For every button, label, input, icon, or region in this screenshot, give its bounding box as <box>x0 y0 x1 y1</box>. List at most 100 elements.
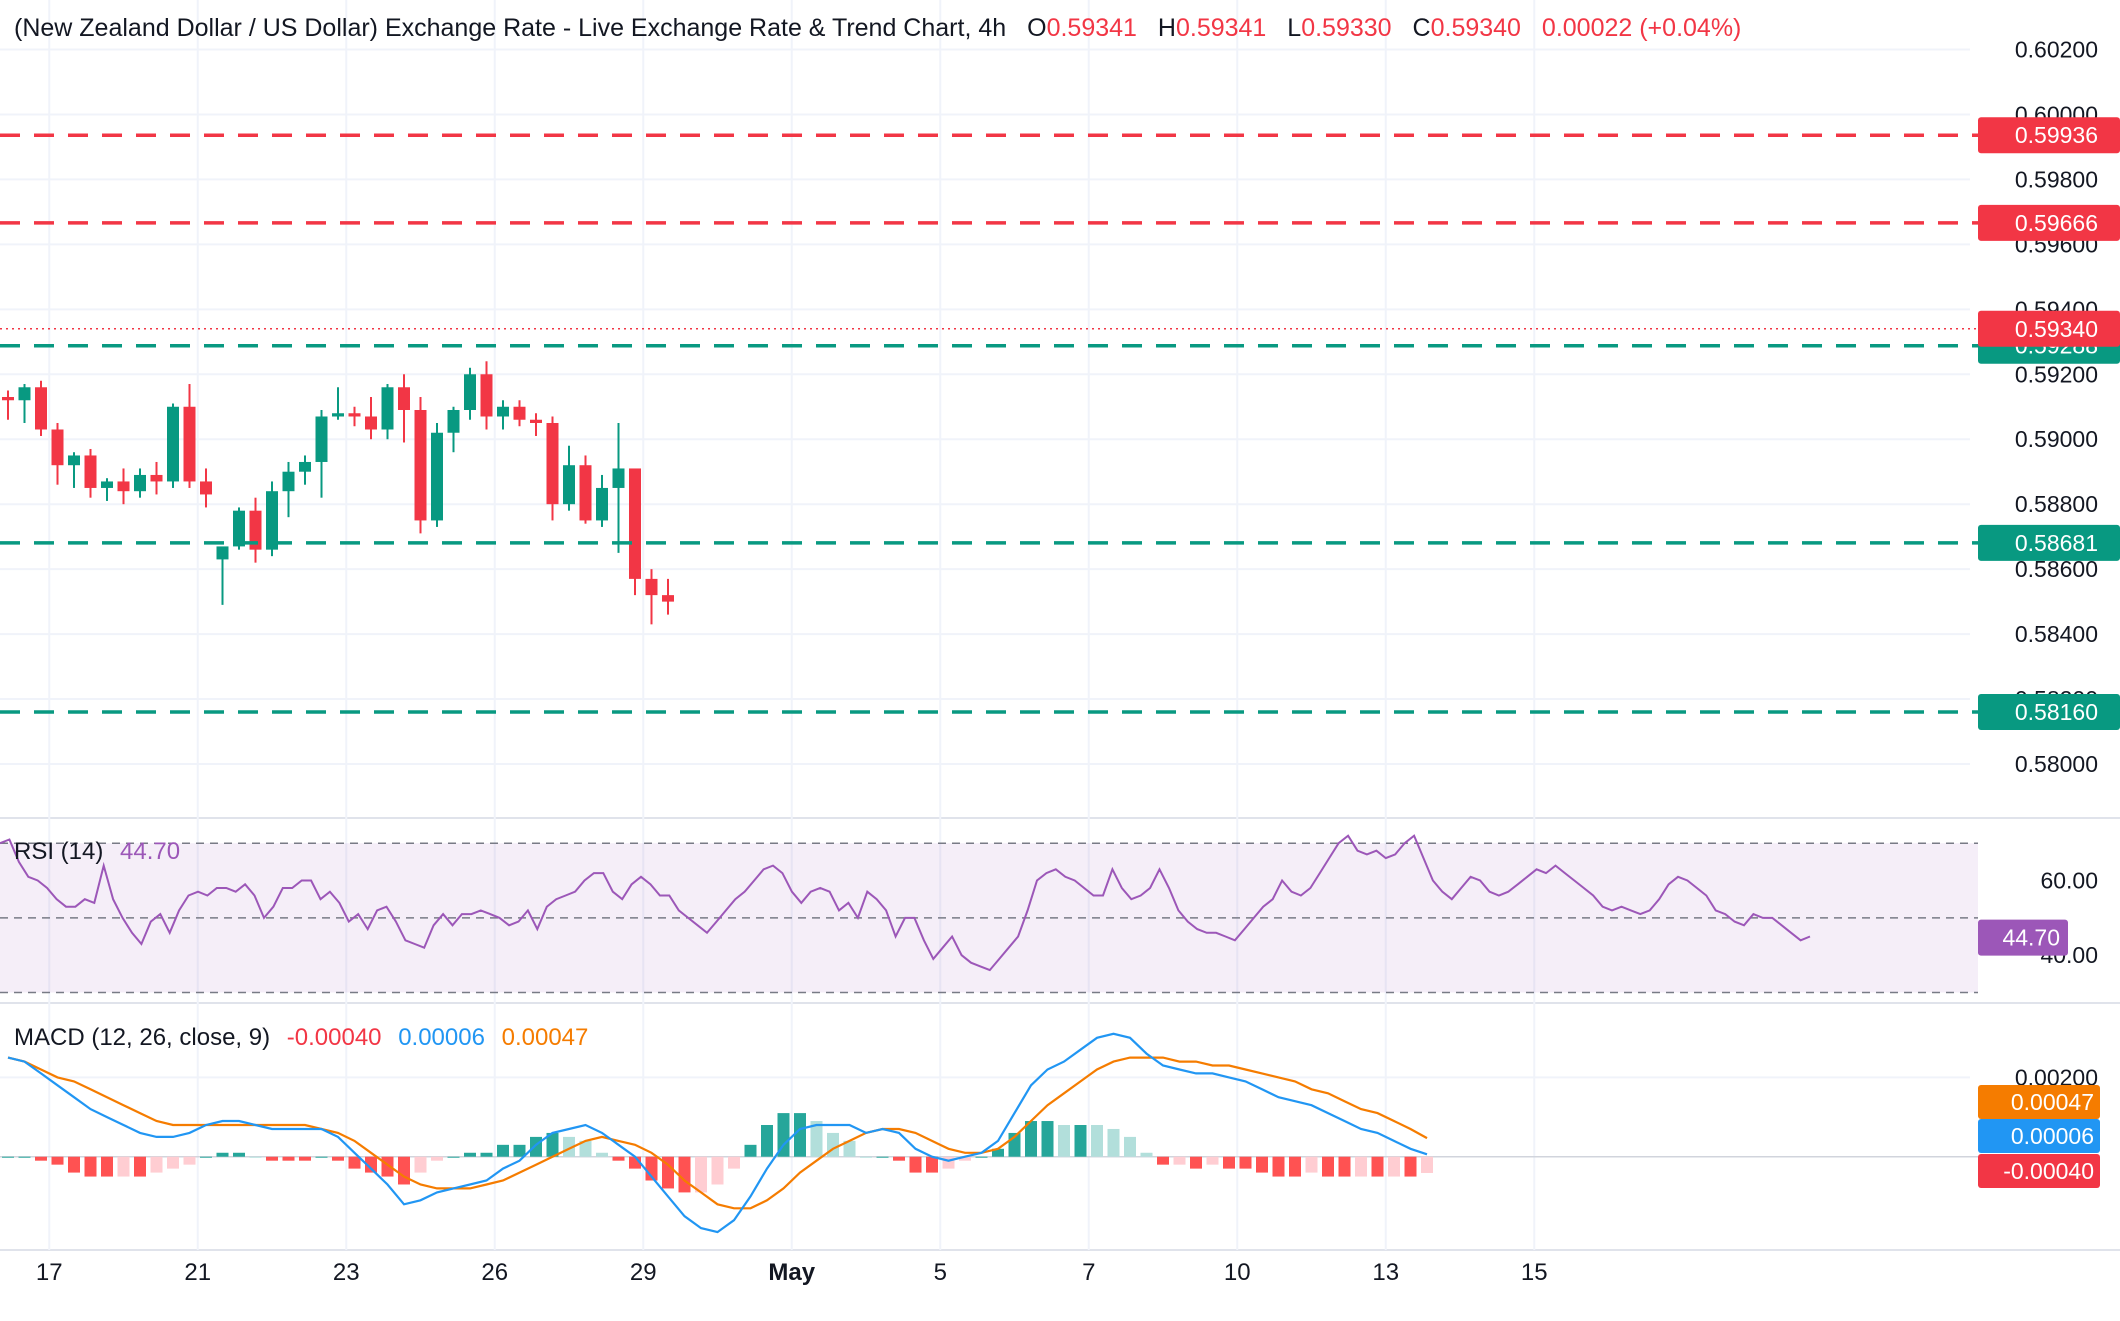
macd-histogram-bar <box>893 1156 905 1161</box>
y-tick-label: 0.59800 <box>2015 166 2098 192</box>
macd-histogram-bar <box>150 1156 163 1173</box>
macd-histogram-bar <box>695 1156 707 1193</box>
macd-histogram-bar <box>612 1156 625 1161</box>
macd-histogram-bar <box>876 1156 889 1158</box>
x-tick-label: 17 <box>36 1259 63 1286</box>
price-label-tag <box>1978 117 2120 154</box>
macd-histogram-bar <box>117 1156 130 1177</box>
macd-histogram-bar <box>1305 1156 1318 1173</box>
candle-body <box>282 471 295 492</box>
y-tick-label: 0.60200 <box>2015 36 2098 62</box>
macd-histogram-bar <box>843 1140 856 1157</box>
macd-histogram-bar <box>1206 1156 1219 1165</box>
macd-histogram-bar <box>480 1152 493 1157</box>
macd-histogram-bar <box>2 1156 14 1158</box>
macd-histogram-bar <box>266 1156 278 1161</box>
macd-histogram-bar <box>183 1156 196 1165</box>
x-tick-label: 10 <box>1224 1259 1251 1286</box>
macd-histogram-bar <box>134 1156 146 1177</box>
macd-histogram-bar <box>18 1156 31 1158</box>
last-price-text: 0.59340 <box>2015 316 2098 342</box>
rsi-legend-name: RSI (14) <box>14 838 104 865</box>
macd-histogram-bar <box>216 1152 229 1157</box>
candle-body <box>381 387 394 430</box>
x-tick-label: 5 <box>934 1259 947 1286</box>
x-tick-label: 21 <box>184 1259 211 1286</box>
x-tick-label: 23 <box>333 1259 360 1286</box>
last-price-tag <box>1978 310 2120 347</box>
candle-body <box>431 432 443 521</box>
candle-body <box>662 595 674 602</box>
chart-title: (New Zealand Dollar / US Dollar) Exchang… <box>14 14 965 42</box>
macd-histogram-bar <box>348 1156 361 1169</box>
x-tick-label: May <box>768 1259 815 1286</box>
change-value: 0.00022 (+0.04%) <box>1541 14 1742 42</box>
macd-histogram-bar <box>546 1132 559 1157</box>
macd-histogram-bar <box>926 1156 938 1173</box>
macd-histogram-bar <box>464 1152 476 1157</box>
macd-histogram-bar <box>629 1156 641 1169</box>
macd-histogram-bar <box>1124 1136 1136 1157</box>
macd-histogram-bar <box>1058 1125 1070 1157</box>
rsi-value-tag <box>1978 919 2068 956</box>
macd-histogram-bar <box>794 1113 806 1157</box>
macd-histogram-bar <box>200 1156 212 1158</box>
macd-histogram-bar <box>1371 1156 1384 1177</box>
candle-body <box>596 487 608 521</box>
candle-body <box>645 578 658 596</box>
candle-body <box>629 468 641 579</box>
candle-body <box>563 465 575 505</box>
macd-histogram-bar <box>332 1156 344 1161</box>
macd-legend-histogram: -0.00040 <box>286 1024 382 1051</box>
candle-body <box>183 406 196 482</box>
macd-histogram-bar <box>249 1156 262 1158</box>
rsi-legend: RSI (14) 44.70 <box>14 838 180 866</box>
macd-histogram-bar <box>233 1152 245 1157</box>
macd-histogram-bar <box>1272 1156 1285 1177</box>
x-tick-label: 26 <box>481 1259 508 1286</box>
candle-body <box>101 481 113 488</box>
macd-histogram-bar <box>530 1136 542 1157</box>
candles <box>2 361 674 625</box>
macd-histogram-bar <box>596 1152 608 1157</box>
candle-body <box>200 481 212 495</box>
macd-histogram-bar <box>1338 1156 1351 1177</box>
y-tick-label: 0.58800 <box>2015 491 2098 517</box>
candle-body <box>299 461 311 472</box>
macd-legend: MACD (12, 26, close, 9) -0.00040 0.00006… <box>14 1024 588 1052</box>
chart-header: (New Zealand Dollar / US Dollar) Exchang… <box>14 14 1742 42</box>
macd-histogram-bar <box>975 1156 988 1158</box>
y-tick-label: 0.59000 <box>2015 426 2098 452</box>
macd-histogram-bar <box>414 1156 427 1173</box>
macd-histogram-bar <box>447 1156 460 1158</box>
macd-histogram-bar <box>992 1148 1004 1157</box>
candle-body <box>117 481 130 492</box>
macd-histogram-bar <box>1239 1156 1252 1169</box>
candle-body <box>167 406 179 482</box>
macd-histogram-bar <box>51 1156 64 1165</box>
price-label-text: 0.58681 <box>2015 530 2098 556</box>
macd-signal-tag-text: 0.00047 <box>2011 1089 2094 1115</box>
macd-histogram-bar <box>84 1156 97 1177</box>
macd-histogram-bar <box>35 1156 47 1161</box>
candle-body <box>464 374 476 410</box>
macd-histogram-bar <box>1074 1125 1087 1157</box>
candle-body <box>134 474 146 492</box>
macd-histogram-bar <box>398 1156 410 1185</box>
candle-body <box>530 419 542 423</box>
macd-histogram-bar <box>777 1113 790 1157</box>
macd-histogram-bar <box>579 1140 592 1157</box>
macd-histogram-bar <box>1355 1156 1367 1177</box>
macd-legend-macd: 0.00006 <box>398 1024 485 1051</box>
close-label: C <box>1412 14 1431 42</box>
close-value: 0.59340 <box>1430 14 1521 42</box>
price-grid: 0.602000.600000.598000.596000.594000.592… <box>0 0 2098 1286</box>
macd-histogram-bar <box>744 1144 757 1157</box>
macd-histogram-bar <box>282 1156 295 1161</box>
macd-histogram-bar <box>1173 1156 1186 1165</box>
price-label-tag <box>1978 204 2120 241</box>
x-tick-label: 29 <box>630 1259 657 1286</box>
macd-histogram-bar <box>761 1125 773 1157</box>
